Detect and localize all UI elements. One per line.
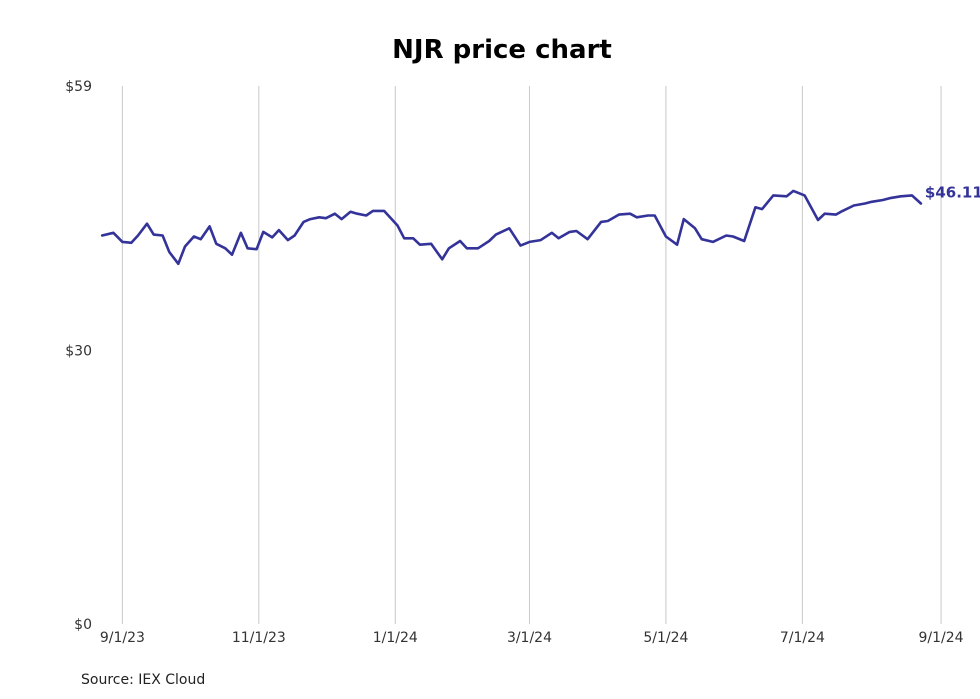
y-tick-label: $30: [65, 343, 92, 359]
x-tick-label: 5/1/24: [643, 630, 688, 646]
x-tick-label: 7/1/24: [780, 630, 825, 646]
x-tick-label: 9/1/24: [919, 630, 964, 646]
chart-title: NJR price chart: [392, 35, 612, 65]
price-line: [100, 189, 923, 266]
series: $46.11: [100, 184, 980, 266]
source-note: Source: IEX Cloud: [81, 672, 205, 688]
x-tick-label: 9/1/23: [100, 630, 145, 646]
grid: [121, 86, 942, 624]
y-axis: $0 $30 $59: [65, 79, 92, 633]
x-tick-label: 11/1/23: [232, 630, 286, 646]
x-tick-label: 1/1/24: [373, 630, 418, 646]
y-tick-label: $0: [74, 617, 92, 633]
y-tick-label: $59: [65, 79, 92, 95]
last-price-label: $46.11: [925, 184, 980, 202]
x-tick-label: 3/1/24: [507, 630, 552, 646]
x-axis: 9/1/23 11/1/23 1/1/24 3/1/24 5/1/24 7/1/24 9/1…: [100, 630, 964, 646]
